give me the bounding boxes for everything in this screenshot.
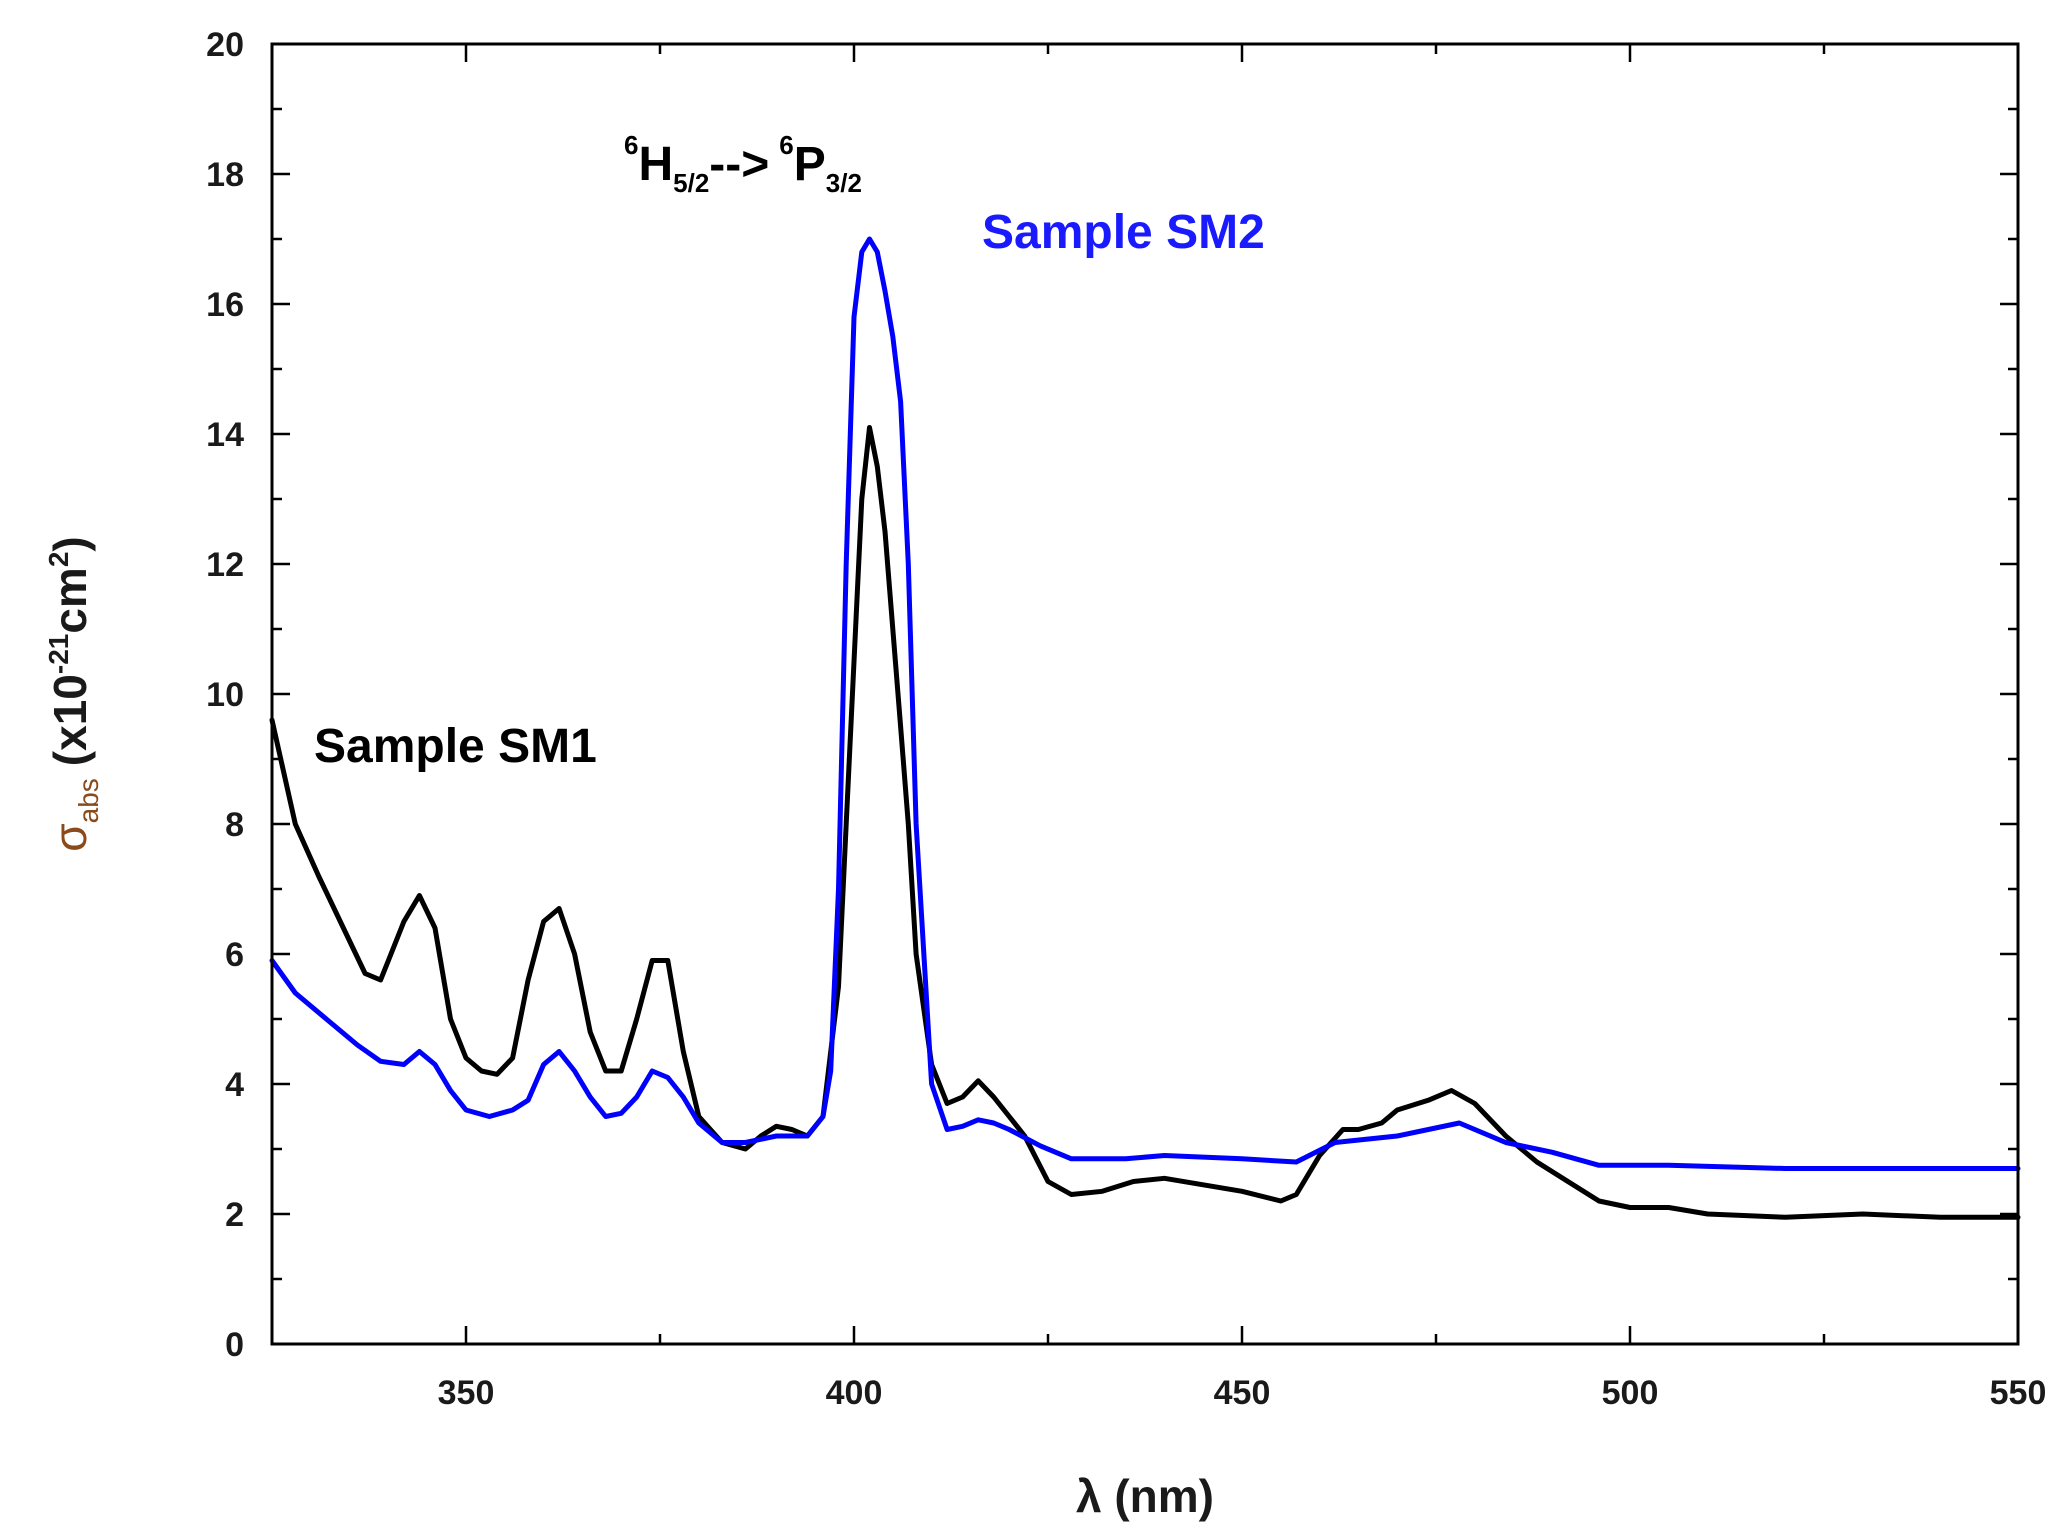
y-tick-label: 8 <box>225 806 244 844</box>
transition-left-subscript: 5/2 <box>673 168 709 198</box>
y-tick-label: 14 <box>206 416 244 454</box>
y-axis-subscript: abs <box>73 778 104 823</box>
transition-annotation: 6H5/2--> 6P3/2 <box>624 130 862 198</box>
x-tick-label: 450 <box>1214 1374 1271 1412</box>
transition-right-term: P <box>794 138 826 191</box>
sm1-label: Sample SM1 <box>314 720 597 773</box>
x-tick-label: 550 <box>1990 1374 2047 1412</box>
y-tick-label: 2 <box>225 1196 244 1234</box>
y-axis-exponent: -21 <box>43 634 74 674</box>
series-line-sm1 <box>269 425 2021 1220</box>
y-tick-label: 10 <box>206 676 244 714</box>
y-tick-label: 6 <box>225 936 244 974</box>
transition-left-term: H <box>638 138 673 191</box>
y-tick-label: 0 <box>225 1326 244 1364</box>
y-axis-unit-mid: cm <box>44 567 96 633</box>
y-tick-label: 18 <box>206 156 244 194</box>
x-tick-label: 350 <box>438 1374 495 1412</box>
tick-labels: 0 2 4 6 8 10 12 14 16 18 20 350 400 450 500 550 <box>206 26 2046 1412</box>
transition-arrow: --> <box>709 138 769 191</box>
transition-left-superscript: 6 <box>624 130 638 160</box>
y-tick-label: 16 <box>206 286 244 324</box>
y-axis-unit-exponent: 2 <box>43 552 74 568</box>
series-line-sm2 <box>269 236 2021 1171</box>
y-axis-unit-prefix: (x10 <box>44 674 96 766</box>
x-tick-label: 500 <box>1602 1374 1659 1412</box>
x-axis-title: λ (nm) <box>1076 1470 1214 1522</box>
y-tick-label: 4 <box>225 1066 244 1104</box>
x-tick-label: 400 <box>826 1374 883 1412</box>
transition-right-subscript: 3/2 <box>826 168 862 198</box>
y-axis-title: σabs (x10-21cm2) <box>43 536 104 851</box>
sm2-label: Sample SM2 <box>982 206 1265 259</box>
series-layer <box>269 236 2021 1220</box>
y-axis-unit-close: ) <box>44 536 96 551</box>
y-axis-sigma: σ <box>44 823 96 851</box>
axis-ticks <box>270 42 2020 1346</box>
transition-right-superscript: 6 <box>779 130 793 160</box>
y-tick-label: 12 <box>206 546 244 584</box>
y-tick-label: 20 <box>206 26 244 64</box>
plot-frame <box>270 42 2020 1346</box>
